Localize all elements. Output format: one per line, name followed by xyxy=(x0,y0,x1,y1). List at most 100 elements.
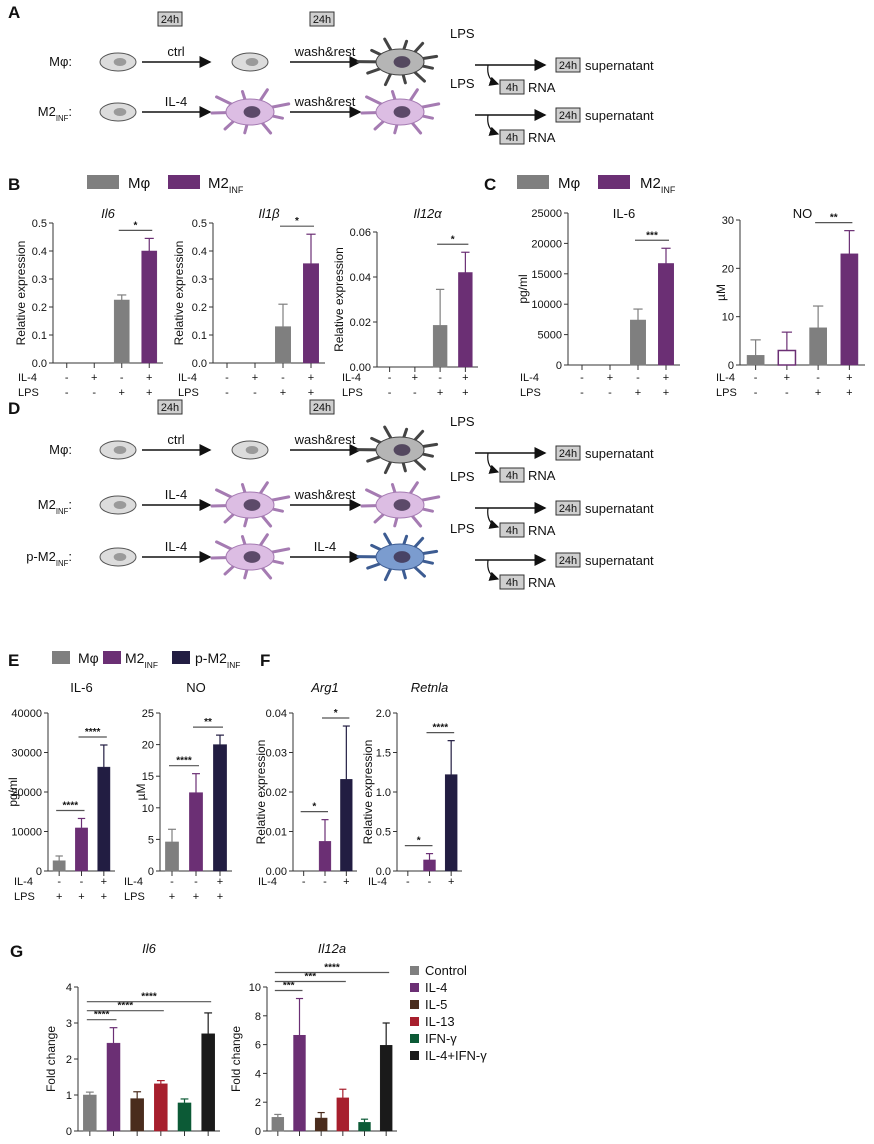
y-tick-label: 1.0 xyxy=(376,787,391,799)
legend-label-main: IL-4 xyxy=(425,980,447,995)
rna-branch-arrow xyxy=(487,559,500,581)
y-tick-label: 0.0 xyxy=(376,866,391,878)
legend-label-main: Mφ xyxy=(128,175,150,192)
y-tick-label: 10 xyxy=(722,312,734,324)
bar xyxy=(423,859,436,872)
condition-sign: + xyxy=(101,891,107,903)
rna-branch-arrow xyxy=(487,452,500,474)
legend-label-main: IL-13 xyxy=(425,1014,455,1029)
chart-title: IL-6 xyxy=(613,206,635,221)
chart-e-il-6: IL-6 pg/ml 0 10000 20000 30000 40000 IL-4 - - + LPS… xyxy=(6,680,115,903)
schematic-row: M2INF: IL-4 wash&rest LPS 24h supernatant 4h RN… xyxy=(38,469,654,538)
significance-bracket: * xyxy=(280,216,314,227)
supernatant-time-box-text: 24h xyxy=(559,555,577,567)
legend-swatch xyxy=(52,651,70,664)
legend-item: M2INF xyxy=(103,650,158,670)
row-name-main: p-M2 xyxy=(26,549,56,564)
significance-bracket: * xyxy=(437,234,469,245)
y-tick-label: 0.3 xyxy=(192,274,207,286)
condition-sign: + xyxy=(635,387,641,399)
resting-macrophage-icon xyxy=(99,440,137,460)
time-box-step1-text: 24h xyxy=(161,14,179,26)
chart-g-il6: Il6 Fold change 0 1 2 3 4 **** **** **** xyxy=(44,941,220,1138)
activated-gray-macrophage-icon xyxy=(356,425,439,475)
bar xyxy=(358,1122,371,1132)
chart-c-il-6: IL-6 pg/ml 0 5000 10000 15000 20000 25000 IL-4 - +… xyxy=(516,206,680,399)
panel-label-d: D xyxy=(8,399,20,418)
condition-sign: - xyxy=(253,387,257,399)
condition-sign: + xyxy=(784,372,790,384)
condition-sign: - xyxy=(225,387,229,399)
condition-row-label: LPS xyxy=(520,387,541,399)
row-name: p-M2INF: xyxy=(26,549,72,568)
y-tick-label: 0 xyxy=(728,360,734,372)
condition-sign: + xyxy=(169,891,175,903)
row-name-main: Mφ xyxy=(49,442,68,457)
condition-sign: - xyxy=(636,372,640,384)
rna-label: RNA xyxy=(528,80,556,95)
panel_a-schematic: 24h 24h Mφ: ctrl wash&rest LPS 24h supernatant 4… xyxy=(38,11,654,145)
y-tick-label: 5000 xyxy=(538,330,562,342)
row-name: Mφ: xyxy=(49,442,72,457)
condition-sign: + xyxy=(412,372,418,384)
significance-label: **** xyxy=(176,756,192,767)
condition-sign: - xyxy=(785,387,789,399)
significance-bracket: ** xyxy=(815,213,853,224)
rna-label: RNA xyxy=(528,575,556,590)
cell-nucleus xyxy=(393,106,411,118)
step2-label: wash&rest xyxy=(294,44,356,59)
bar xyxy=(275,326,291,364)
resting-macrophage-icon xyxy=(231,52,269,72)
legend-swatch xyxy=(172,651,190,664)
condition-sign: - xyxy=(754,387,758,399)
y-tick-label: 0.5 xyxy=(192,218,207,230)
significance-label: * xyxy=(417,836,421,847)
condition-sign: - xyxy=(438,372,442,384)
significance-label: * xyxy=(451,234,455,245)
legend-label-subscript: INF xyxy=(144,660,158,670)
row-name-suffix: : xyxy=(68,54,72,69)
time-box-step2: 24h xyxy=(309,399,335,415)
y-tick-label: 0.2 xyxy=(192,302,207,314)
chart-title: NO xyxy=(793,206,813,221)
significance-label: *** xyxy=(283,981,295,992)
condition-row-label: IL-4 xyxy=(716,372,735,384)
cell-nucleus xyxy=(393,499,411,511)
y-tick-label: 1 xyxy=(66,1090,72,1102)
y-tick-label: 20 xyxy=(722,263,734,275)
resting-macrophage-icon xyxy=(99,102,137,122)
y-axis-label: pg/ml xyxy=(6,777,20,806)
stimulus-label: LPS xyxy=(450,414,475,429)
row-name-suffix: : xyxy=(68,104,72,119)
condition-row-label: LPS xyxy=(124,891,145,903)
rna-label: RNA xyxy=(528,523,556,538)
bar xyxy=(271,1117,285,1132)
chart-title: Il12a xyxy=(318,941,346,956)
legend-g: Control IL-4 IL-5 IL-13 IFN-γ IL-4+IFN-γ xyxy=(410,963,487,1063)
legend-label: Mφ xyxy=(128,175,150,192)
chart-c-no: NO µM 0 10 20 30 IL-4 - + - + LPS - - + + ** xyxy=(714,206,865,399)
condition-sign: - xyxy=(225,372,229,384)
significance-label: *** xyxy=(646,230,658,241)
legend-item: p-M2INF xyxy=(172,650,240,670)
step1-label: IL-4 xyxy=(165,487,187,502)
panel-label-b: B xyxy=(8,175,20,194)
significance-label: **** xyxy=(433,723,449,734)
time-box-step1: 24h xyxy=(157,399,183,415)
resting-macrophage-icon xyxy=(99,52,137,72)
supernatant-time-box-text: 24h xyxy=(559,503,577,515)
condition-row-label: IL-4 xyxy=(14,876,33,888)
y-tick-label: 0.02 xyxy=(350,317,371,329)
y-tick-label: 0.00 xyxy=(350,362,371,374)
chart-b-il1β: Il1β Relative expression 0.0 0.1 0.2 0.3 0.4 0.… xyxy=(172,206,325,399)
condition-row-label: LPS xyxy=(342,387,363,399)
bar xyxy=(106,1042,121,1132)
bar xyxy=(379,1045,393,1132)
condition-sign: + xyxy=(462,372,468,384)
significance-label: * xyxy=(312,802,316,813)
y-tick-label: 15 xyxy=(142,771,154,783)
condition-sign: + xyxy=(146,387,152,399)
condition-sign: - xyxy=(80,876,84,888)
rna-time-box-text: 4h xyxy=(506,525,518,537)
condition-sign: + xyxy=(846,372,852,384)
